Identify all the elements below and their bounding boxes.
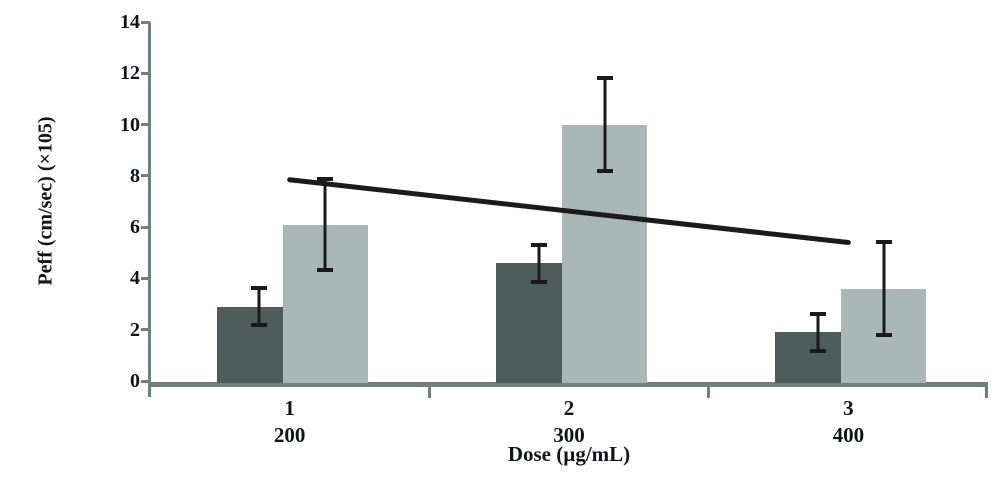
x-axis-tick [427, 382, 431, 398]
y-tick-mark [141, 276, 150, 280]
dose-label: 400 [832, 423, 865, 447]
category-label: 3 [843, 396, 854, 420]
x-axis-line [148, 382, 988, 387]
y-tick-mark [141, 20, 150, 24]
error-bar [809, 311, 826, 353]
y-tick-mark [141, 71, 150, 75]
x-axis-tick [707, 382, 711, 398]
y-tick-mark [141, 123, 150, 127]
y-tick-label: 12 [120, 62, 140, 85]
y-tick-label: 2 [130, 318, 140, 341]
y-axis-title: Peff (cm/sec) (×105) [34, 116, 57, 286]
y-tick-mark [141, 379, 150, 383]
error-bar-stem [816, 315, 820, 349]
y-tick-label: 8 [130, 164, 140, 187]
y-tick-mark [141, 328, 150, 332]
error-bar-stem [323, 181, 327, 269]
dose-label: 200 [273, 423, 306, 447]
category-label: 2 [563, 396, 575, 420]
error-bar [317, 177, 334, 273]
y-tick-mark [141, 225, 150, 229]
error-bar [530, 242, 547, 284]
y-tick-label: 14 [120, 11, 140, 34]
y-tick-mark [141, 174, 150, 178]
error-bar [875, 239, 892, 338]
error-bar [251, 286, 268, 328]
dose-label: 300 [553, 423, 585, 447]
x-axis-tick [985, 382, 988, 398]
error-bar-stem [257, 290, 261, 324]
y-tick-label: 6 [130, 216, 140, 239]
category-label: 1 [284, 396, 295, 420]
y-tick-label: 10 [120, 113, 140, 136]
error-bar-stem [537, 246, 540, 280]
y-tick-label: 4 [130, 267, 140, 290]
error-bar [596, 75, 613, 174]
error-bar-stem [882, 243, 886, 334]
y-axis-line [148, 22, 151, 397]
x-axis-title: Dose (µg/mL) [507, 442, 631, 466]
error-bar-stem [603, 79, 606, 170]
y-tick-label: 0 [130, 370, 140, 392]
